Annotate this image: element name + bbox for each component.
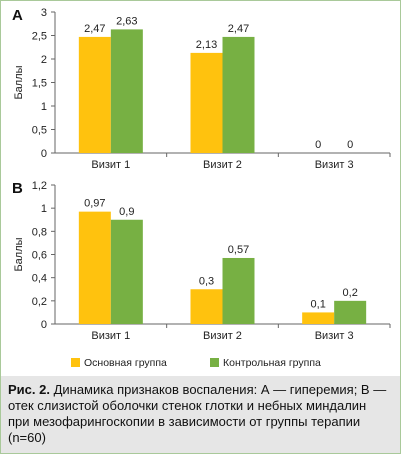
y-axis-label: Баллы (13, 237, 25, 271)
legend-label-control-group: Контрольная группа (223, 357, 321, 369)
legend-swatch-control-group (210, 358, 219, 367)
data-label: 0 (315, 139, 321, 151)
y-tick-label: 0,4 (32, 273, 47, 285)
bar (222, 257, 255, 324)
y-tick-label: 1,5 (32, 78, 47, 90)
panel-label: B (12, 180, 23, 197)
data-label: 0,2 (343, 287, 358, 299)
y-tick-label: 1 (41, 203, 47, 215)
y-axis-label: Баллы (13, 65, 25, 99)
bar (78, 36, 111, 153)
y-tick-label: 0,2 (32, 296, 47, 308)
x-tick-label: Визит 1 (91, 330, 130, 342)
x-tick-label: Визит 2 (203, 159, 242, 171)
caption: Рис. 2. Динамика признаков воспаления: А… (8, 382, 390, 445)
bar (110, 29, 143, 153)
y-tick-label: 0 (41, 148, 47, 160)
data-label: 0 (347, 139, 353, 151)
data-label: 2,47 (228, 23, 249, 35)
panel-b: B Баллы 0 0,2 0,4 0,6 0,8 1 1,2 Визит 1 0,97 0,9 Виз… (12, 180, 391, 342)
legend-label-main-group: Основная группа (84, 357, 167, 369)
y-tick-label: 0,5 (32, 125, 47, 137)
bar (190, 289, 223, 324)
y-tick-label: 0,6 (32, 250, 47, 262)
bar (334, 300, 367, 324)
y-tick-label: 2,5 (32, 31, 47, 43)
y-tick-label: 0 (41, 319, 47, 331)
bar (110, 219, 143, 324)
y-tick-label: 3 (41, 7, 47, 19)
caption-background (1, 376, 400, 453)
legend: Основная группа Контрольная группа (71, 357, 321, 369)
data-label: 0,1 (311, 298, 326, 310)
data-label: 0,97 (84, 198, 105, 210)
bar (302, 312, 335, 324)
bar (78, 211, 111, 324)
x-tick-label: Визит 3 (315, 159, 354, 171)
data-label: 0,9 (119, 206, 134, 218)
data-label: 0,3 (199, 275, 214, 287)
bar (190, 52, 223, 153)
bar (222, 36, 255, 153)
data-label: 2,63 (116, 15, 137, 27)
data-label: 2,47 (84, 23, 105, 35)
caption-prefix: Рис. 2. (8, 382, 50, 397)
data-label: 0,57 (228, 244, 249, 256)
x-tick-label: Визит 3 (315, 330, 354, 342)
panel-a: A Баллы 0 0,5 1 1,5 2 2,5 3 Визит 1 2,47 2,63 Визит … (12, 7, 391, 171)
x-tick-label: Визит 1 (91, 159, 130, 171)
panel-label: A (12, 7, 23, 24)
y-tick-label: 1,2 (32, 180, 47, 192)
y-tick-label: 1 (41, 101, 47, 113)
legend-swatch-main-group (71, 358, 80, 367)
data-label: 2,13 (196, 39, 217, 51)
y-tick-label: 0,8 (32, 226, 47, 238)
x-tick-label: Визит 2 (203, 330, 242, 342)
y-tick-label: 2 (41, 54, 47, 66)
